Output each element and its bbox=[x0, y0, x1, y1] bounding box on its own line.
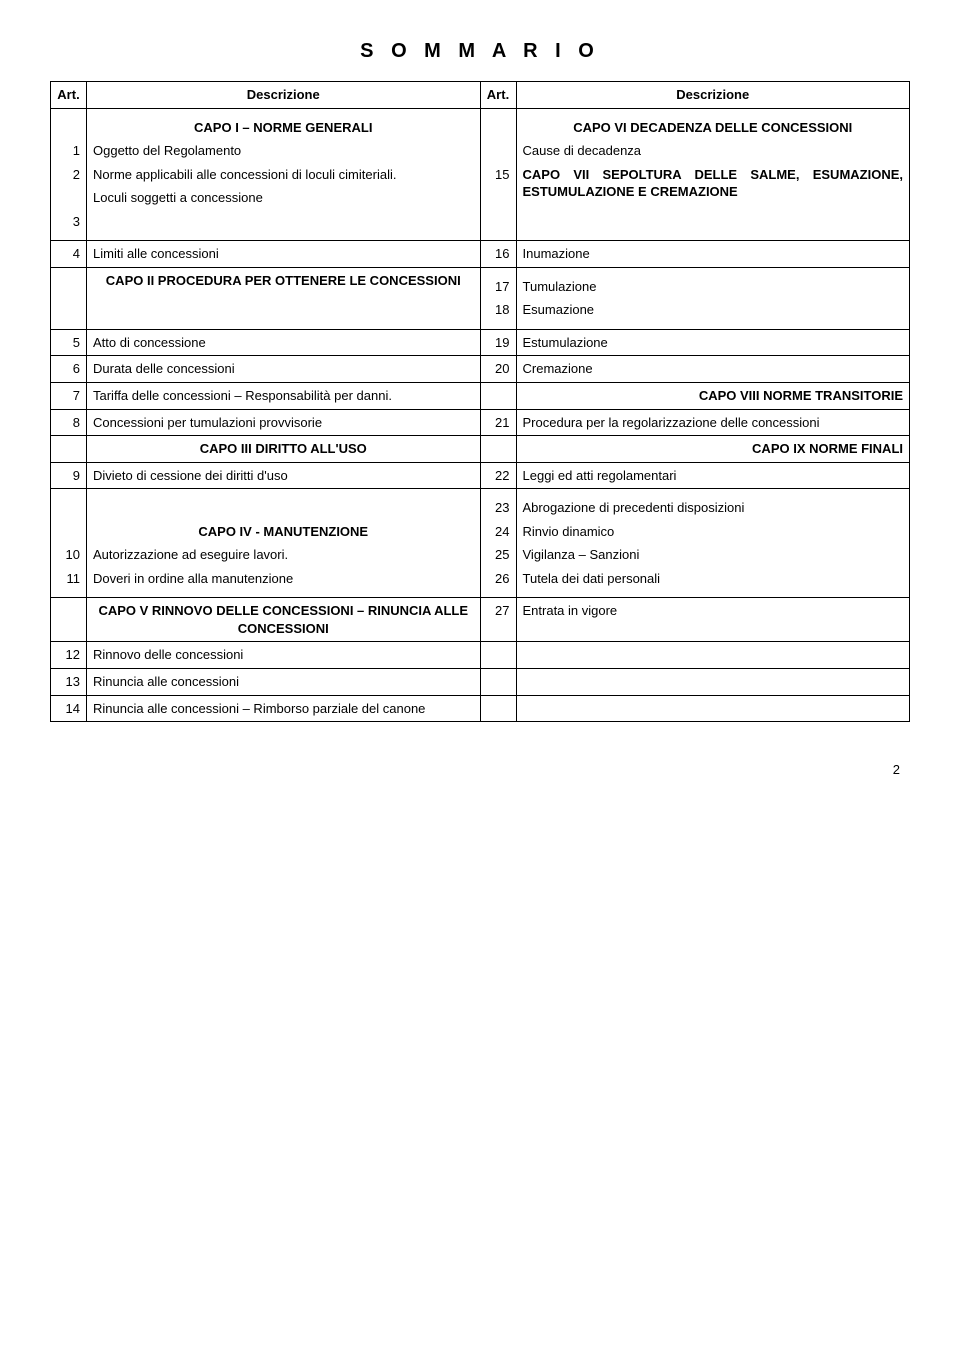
table-row: 6 Durata delle concessioni 20 Cremazione bbox=[51, 356, 910, 383]
num: 26 bbox=[487, 570, 510, 588]
cell-text: Divieto di cessione dei diritti d'uso bbox=[87, 462, 481, 489]
cell-text: Concessioni per tumulazioni provvisorie bbox=[87, 409, 481, 436]
cell-text: Doveri in ordine alla manutenzione bbox=[93, 570, 474, 588]
col-art-left: Art. bbox=[51, 82, 87, 109]
num: 25 bbox=[487, 546, 510, 564]
section-head: CAPO II PROCEDURA PER OTTENERE LE CONCES… bbox=[87, 267, 481, 329]
page-title: S O M M A R I O bbox=[50, 40, 910, 63]
num: 27 bbox=[480, 598, 516, 642]
cell-text: Norme applicabili alle concessioni di lo… bbox=[93, 166, 474, 184]
num: 23 bbox=[487, 499, 510, 517]
num: 12 bbox=[51, 642, 87, 669]
num: 20 bbox=[480, 356, 516, 383]
num: 4 bbox=[51, 241, 87, 268]
num: 1 bbox=[57, 142, 80, 160]
section-head: CAPO I – NORME GENERALI bbox=[93, 119, 474, 137]
num: 13 bbox=[51, 669, 87, 696]
num: 15 bbox=[487, 166, 510, 184]
cell-text: Tumulazione bbox=[523, 278, 904, 296]
page-number: 2 bbox=[50, 762, 910, 777]
table-row: 14 Rinuncia alle concessioni – Rimborso … bbox=[51, 695, 910, 722]
col-desc-right: Descrizione bbox=[516, 82, 910, 109]
cell-text: Rinuncia alle concessioni bbox=[87, 669, 481, 696]
table-row: 4 Limiti alle concessioni 16 Inumazione bbox=[51, 241, 910, 268]
num: 3 bbox=[57, 213, 80, 231]
num: 21 bbox=[480, 409, 516, 436]
section-head: CAPO V RINNOVO DELLE CONCESSIONI – RINUN… bbox=[87, 598, 481, 642]
cell-text: Oggetto del Regolamento bbox=[93, 142, 474, 160]
table-row: 13 Rinuncia alle concessioni bbox=[51, 669, 910, 696]
col-desc-left: Descrizione bbox=[87, 82, 481, 109]
cell-text: Entrata in vigore bbox=[516, 598, 910, 642]
num: 18 bbox=[487, 301, 510, 319]
table-header-row: Art. Descrizione Art. Descrizione bbox=[51, 82, 910, 109]
cell-text: Esumazione bbox=[523, 301, 904, 319]
cell-text: Cause di decadenza bbox=[523, 142, 904, 160]
table-row: 10 11 CAPO IV - MANUTENZIONE Autorizzazi… bbox=[51, 489, 910, 598]
num: 16 bbox=[480, 241, 516, 268]
table-row: 5 Atto di concessione 19 Estumulazione bbox=[51, 329, 910, 356]
cell-text: Cremazione bbox=[516, 356, 910, 383]
cell-text: Rinnovo delle concessioni bbox=[87, 642, 481, 669]
cell-text: Durata delle concessioni bbox=[87, 356, 481, 383]
section-head: CAPO VIII NORME TRANSITORIE bbox=[516, 383, 910, 410]
table-row: 8 Concessioni per tumulazioni provvisori… bbox=[51, 409, 910, 436]
cell-text: Leggi ed atti regolamentari bbox=[516, 462, 910, 489]
table-row: 7 Tariffa delle concessioni – Responsabi… bbox=[51, 383, 910, 410]
num: 24 bbox=[487, 523, 510, 541]
cell-text: Atto di concessione bbox=[87, 329, 481, 356]
num: 11 bbox=[57, 570, 80, 588]
num: 17 bbox=[487, 278, 510, 296]
num: 14 bbox=[51, 695, 87, 722]
cell-text: Autorizzazione ad eseguire lavori. bbox=[93, 546, 474, 564]
summary-table: Art. Descrizione Art. Descrizione 1 2 3 … bbox=[50, 81, 910, 722]
table-row: CAPO III DIRITTO ALL'USO CAPO IX NORME F… bbox=[51, 436, 910, 463]
num: 5 bbox=[51, 329, 87, 356]
cell-text: Inumazione bbox=[516, 241, 910, 268]
num: 6 bbox=[51, 356, 87, 383]
section-head: CAPO IX NORME FINALI bbox=[516, 436, 910, 463]
col-art-right: Art. bbox=[480, 82, 516, 109]
cell-text: Tutela dei dati personali bbox=[523, 570, 904, 588]
table-row: CAPO V RINNOVO DELLE CONCESSIONI – RINUN… bbox=[51, 598, 910, 642]
num: 8 bbox=[51, 409, 87, 436]
num: 9 bbox=[51, 462, 87, 489]
cell-text: Abrogazione di precedenti disposizioni bbox=[523, 499, 904, 517]
cell-text: Rinvio dinamico bbox=[523, 523, 904, 541]
section-head: CAPO III DIRITTO ALL'USO bbox=[87, 436, 481, 463]
cell-text: Limiti alle concessioni bbox=[87, 241, 481, 268]
table-row: 9 Divieto di cessione dei diritti d'uso … bbox=[51, 462, 910, 489]
cell-text: Rinuncia alle concessioni – Rimborso par… bbox=[87, 695, 481, 722]
cell-text: Tariffa delle concessioni – Responsabili… bbox=[87, 383, 481, 410]
section-head: CAPO VII SEPOLTURA DELLE SALME, ESUMAZIO… bbox=[523, 166, 904, 201]
cell-text: Procedura per la regolarizzazione delle … bbox=[516, 409, 910, 436]
cell-text: Estumulazione bbox=[516, 329, 910, 356]
num: 10 bbox=[57, 546, 80, 564]
section-head: CAPO IV - MANUTENZIONE bbox=[93, 523, 474, 541]
num: 19 bbox=[480, 329, 516, 356]
num: 7 bbox=[51, 383, 87, 410]
cell-text: Vigilanza – Sanzioni bbox=[523, 546, 904, 564]
section-head: CAPO VI DECADENZA DELLE CONCESSIONI bbox=[523, 119, 904, 137]
cell-text: Loculi soggetti a concessione bbox=[93, 189, 474, 207]
table-row: 12 Rinnovo delle concessioni bbox=[51, 642, 910, 669]
table-row: CAPO II PROCEDURA PER OTTENERE LE CONCES… bbox=[51, 267, 910, 329]
num: 22 bbox=[480, 462, 516, 489]
num: 2 bbox=[57, 166, 80, 184]
